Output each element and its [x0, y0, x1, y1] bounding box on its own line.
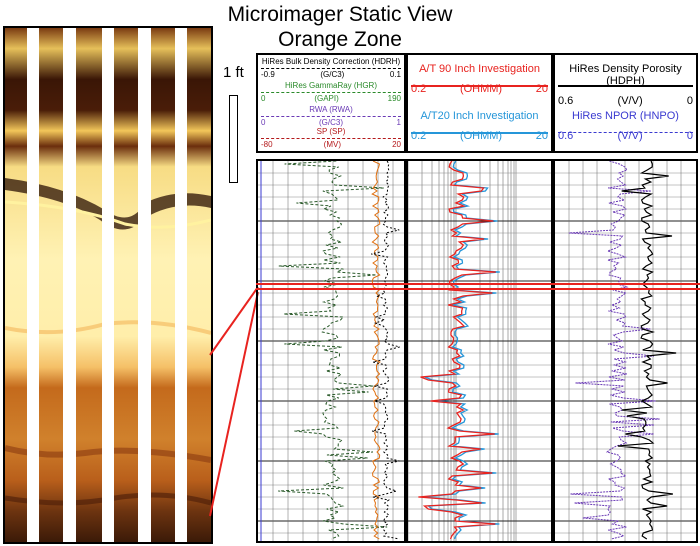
curve-scale: -0.9 (G/C3) 0.1 [261, 70, 401, 79]
curve-scale: 0.6 (V/V) 0 [558, 130, 693, 142]
at20-curve [422, 161, 500, 540]
curve-name: A/T 90 Inch Investigation [419, 63, 540, 75]
track1-plot [258, 161, 404, 541]
curve-header: A/T 90 Inch Investigation 0.2 (OHMM) 20 [411, 63, 548, 95]
curve-header: A/T20 Inch Investigation 0.2 (OHMM) 20 [411, 110, 548, 142]
scale-unit: (V/V) [617, 130, 643, 142]
curve-name: HiRes Density Porosity (HDPH) [569, 63, 682, 87]
scale-min: 0.6 [558, 130, 574, 142]
scale-min: 0 [261, 94, 266, 103]
track2-header: A/T 90 Inch Investigation 0.2 (OHMM) 20 A/T2… [406, 53, 553, 153]
depth-scale-label: 1 ft [223, 64, 244, 81]
scale-unit: (V/V) [617, 95, 643, 107]
scale-unit: (GAPI) [314, 94, 339, 103]
density-porosity-curve [617, 161, 677, 540]
curve-header: RWA (RWA) 0 (G/C3) 1 [261, 105, 401, 127]
density-correction-curve [371, 161, 400, 540]
npor-curve [568, 161, 660, 540]
curve-header: HiRes Density Porosity (HDPH) 0.6 (V/V) 0 [558, 63, 693, 107]
scale-min: -80 [261, 140, 273, 149]
curve-line [558, 85, 693, 87]
scale-min: 0 [261, 118, 266, 127]
curve-line [261, 138, 401, 139]
figure-subtitle: Orange Zone [278, 28, 402, 51]
scale-max: 0 [686, 130, 693, 142]
scale-max: 0.1 [389, 70, 401, 79]
sp-curve [371, 161, 381, 540]
curve-line [261, 116, 401, 117]
curve-line [558, 132, 693, 133]
microimager-core-image [3, 26, 213, 544]
curve-line [261, 68, 401, 69]
curve-header: SP (SP) -80 (MV) 20 [261, 127, 401, 149]
depth-scale-bar [229, 95, 238, 183]
curve-name: SP (SP) [316, 127, 346, 136]
scale-min: -0.9 [261, 70, 275, 79]
track3-header: HiRes Density Porosity (HDPH) 0.6 (V/V) 0 Hi… [553, 53, 698, 153]
track2-log [406, 159, 553, 543]
curve-header: HiRes Bulk Density Correction (HDRH) -0.9… [261, 57, 401, 79]
curve-name: RWA (RWA) [309, 105, 353, 114]
curve-line [411, 132, 548, 134]
curve-name: HiRes GammaRay (HGR) [284, 81, 377, 90]
at90-curve [418, 161, 496, 540]
curve-name: HiRes NPOR (HNPO) [572, 110, 679, 122]
scale-max: 1 [396, 118, 401, 127]
curve-scale: 0 (GAPI) 190 [261, 94, 401, 103]
scale-unit: (MV) [323, 140, 341, 149]
curve-scale: 0 (G/C3) 1 [261, 118, 401, 127]
scale-unit: (G/C3) [319, 118, 343, 127]
track1-log [256, 159, 406, 543]
track3-plot [555, 161, 696, 541]
gamma-ray-curve [278, 161, 388, 540]
curve-name: HiRes Bulk Density Correction (HDRH) [261, 57, 401, 66]
scale-min: 0.6 [558, 95, 574, 107]
curve-name: A/T20 Inch Investigation [420, 110, 539, 122]
curve-header: HiRes GammaRay (HGR) 0 (GAPI) 190 [261, 81, 401, 103]
scale-max: 0 [686, 95, 693, 107]
scale-max: 190 [387, 94, 401, 103]
curve-scale: 0.6 (V/V) 0 [558, 95, 693, 107]
track3-log [553, 159, 698, 543]
track1-header: HiRes Bulk Density Correction (HDRH) -0.9… [256, 53, 406, 153]
scale-unit: (G/C3) [320, 70, 345, 79]
scale-max: 20 [392, 140, 401, 149]
track2-plot [408, 161, 551, 541]
curve-scale: -80 (MV) 20 [261, 140, 401, 149]
curve-line [261, 92, 401, 93]
figure-title: Microimager Static View [227, 3, 453, 26]
curve-header: HiRes NPOR (HNPO) 0.6 (V/V) 0 [558, 110, 693, 142]
curve-line [411, 85, 548, 87]
